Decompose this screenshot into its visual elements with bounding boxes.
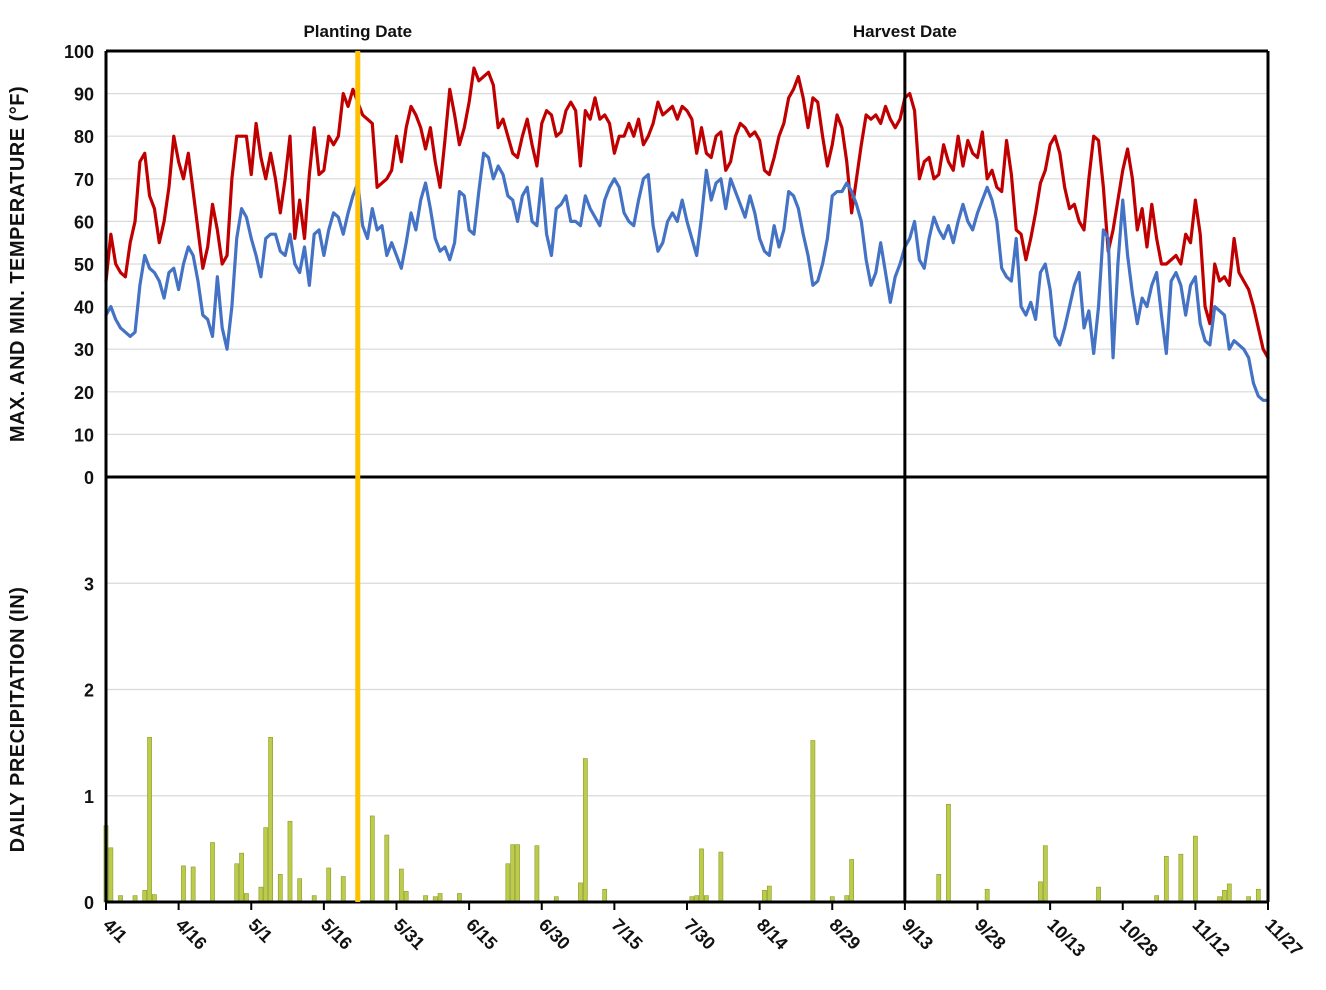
gridlines bbox=[106, 92, 1268, 797]
precip-bar bbox=[699, 848, 704, 903]
precip-bar bbox=[384, 834, 390, 903]
precip-bar bbox=[277, 874, 283, 903]
temp-tick-label: 0 bbox=[84, 468, 94, 488]
precip-bar bbox=[1222, 890, 1227, 903]
max-temperature-line bbox=[104, 66, 1270, 360]
precip-tick-label: 2 bbox=[84, 681, 94, 701]
precip-bar bbox=[234, 863, 240, 903]
temp-tick-label: 30 bbox=[74, 340, 94, 360]
precip-bar bbox=[984, 888, 990, 903]
x-tick-label: 5/16 bbox=[317, 915, 356, 954]
x-tick-label: 7/15 bbox=[608, 915, 647, 954]
precip-tick-label: 0 bbox=[84, 893, 94, 913]
precip-bar bbox=[602, 888, 608, 903]
precip-bar bbox=[1042, 845, 1048, 903]
min-temperature-line bbox=[104, 151, 1270, 402]
temp-tick-label: 90 bbox=[74, 85, 94, 105]
precip-bar bbox=[210, 842, 215, 903]
precip-bar bbox=[398, 868, 404, 903]
temp-tick-label: 40 bbox=[74, 298, 94, 318]
precip-bar bbox=[1096, 886, 1101, 903]
x-tick-label: 11/12 bbox=[1189, 915, 1234, 960]
temp-tick-label: 20 bbox=[74, 383, 94, 403]
precip-bar bbox=[142, 890, 148, 903]
temperature-lines bbox=[104, 66, 1270, 402]
temp-tick-label: 70 bbox=[74, 170, 94, 190]
precip-bar bbox=[108, 847, 114, 903]
precip-bar bbox=[181, 865, 186, 903]
temp-tick-label: 100 bbox=[64, 42, 94, 62]
x-tick-label: 8/14 bbox=[753, 915, 792, 954]
precip-bar bbox=[1038, 881, 1043, 903]
precip-bar bbox=[766, 885, 772, 903]
precip-bar bbox=[849, 859, 854, 903]
precip-bar bbox=[403, 891, 409, 903]
precip-bar bbox=[946, 803, 951, 903]
x-tick-label: 9/13 bbox=[898, 915, 937, 954]
precip-bar bbox=[1178, 853, 1184, 903]
precip-bar bbox=[1255, 888, 1261, 903]
precip-bar bbox=[147, 737, 152, 903]
x-tick-label: 10/13 bbox=[1043, 915, 1089, 961]
x-tick-label: 6/15 bbox=[462, 915, 501, 954]
precip-bar bbox=[239, 852, 244, 903]
precip-bar bbox=[582, 758, 588, 903]
precip-bar bbox=[515, 844, 520, 903]
x-tick-label: 5/31 bbox=[390, 915, 429, 954]
precip-bar bbox=[326, 867, 332, 903]
precip-bar bbox=[1226, 883, 1232, 903]
x-tick-label: 4/16 bbox=[172, 915, 211, 954]
axis-labels: 0 10 20 30 40 50 60 70 80 90 100 0 1 2 3 4/1 4/16 5/1 5/16… bbox=[7, 22, 1306, 961]
precip-bar bbox=[718, 851, 724, 903]
temp-tick-label: 50 bbox=[74, 255, 94, 275]
precip-bar bbox=[369, 815, 375, 903]
temp-tick-label: 60 bbox=[74, 212, 94, 232]
planting-date-label: Planting Date bbox=[303, 22, 412, 41]
precip-bar bbox=[258, 886, 264, 903]
precip-bar bbox=[287, 820, 293, 903]
precip-bar bbox=[578, 882, 583, 903]
precip-bar bbox=[510, 844, 516, 903]
precip-tick-label: 1 bbox=[84, 787, 94, 807]
x-tick-label: 10/28 bbox=[1116, 915, 1162, 961]
precip-bar bbox=[1163, 856, 1169, 903]
precip-bar bbox=[505, 863, 511, 903]
x-tick-label: 8/29 bbox=[825, 915, 864, 954]
x-tick-label: 5/1 bbox=[244, 915, 276, 947]
precip-bar bbox=[936, 874, 942, 903]
x-tick-label: 11/27 bbox=[1261, 915, 1306, 960]
precipitation-bars bbox=[103, 737, 1261, 903]
x-tick-label: 4/1 bbox=[99, 915, 131, 947]
precip-bar bbox=[190, 866, 196, 903]
temperature-axis-title: MAX. AND MIN. TEMPERATURE (°F) bbox=[7, 86, 29, 442]
plot-frame bbox=[104, 49, 1270, 910]
precip-tick-label: 3 bbox=[84, 574, 94, 594]
precip-bar bbox=[762, 890, 767, 903]
precip-bar bbox=[268, 737, 273, 903]
precip-bar bbox=[340, 876, 346, 903]
date-markers bbox=[355, 51, 907, 902]
precip-bar bbox=[534, 845, 540, 903]
x-tick-label: 9/28 bbox=[971, 915, 1010, 954]
x-tick-label: 6/30 bbox=[535, 915, 574, 954]
precip-bar bbox=[810, 740, 816, 903]
harvest-date-label: Harvest Date bbox=[853, 22, 957, 41]
x-tick-label: 7/30 bbox=[680, 915, 719, 954]
precip-bar bbox=[1193, 835, 1198, 903]
temp-tick-label: 80 bbox=[74, 127, 94, 147]
precip-bar bbox=[263, 827, 269, 903]
precip-bar bbox=[297, 878, 303, 903]
temp-tick-label: 10 bbox=[74, 425, 94, 445]
precipitation-axis-title: DAILY PRECIPITATION (IN) bbox=[7, 587, 29, 853]
